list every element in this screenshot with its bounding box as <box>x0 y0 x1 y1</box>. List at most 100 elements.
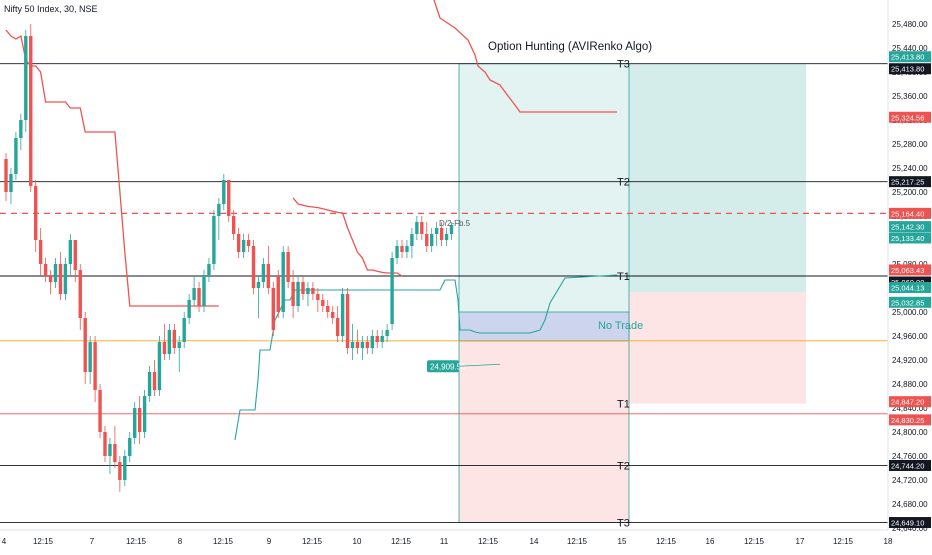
y-tick-label: 25,240.00 <box>892 164 928 173</box>
candle <box>430 234 434 246</box>
candle <box>68 240 73 264</box>
x-tick-label: 12:15 <box>567 537 588 546</box>
stop-zone-extended <box>629 292 806 404</box>
x-tick-label: 4 <box>2 537 7 546</box>
candle <box>281 252 285 312</box>
price-tag-text: 25,324.56 <box>891 113 924 122</box>
candle <box>133 408 137 438</box>
y-tick-label: 24,720.00 <box>892 476 928 485</box>
no-trade-label: No Trade <box>598 320 643 332</box>
x-tick-label: 12:15 <box>656 537 677 546</box>
price-tag-text: 25,063.43 <box>891 266 924 275</box>
candle <box>301 282 305 294</box>
candle <box>405 246 409 252</box>
y-tick-label: 24,920.00 <box>892 356 928 365</box>
candle <box>375 336 379 342</box>
price-tag-text: 25,413.80 <box>891 53 924 62</box>
candles-layer <box>4 24 454 492</box>
candle <box>232 216 236 234</box>
candle <box>340 294 345 336</box>
candle <box>420 222 424 234</box>
candle <box>449 225 454 234</box>
candle <box>241 240 246 252</box>
x-tick-label: 15 <box>618 537 627 546</box>
candle <box>261 264 266 282</box>
y-tick-label: 24,880.00 <box>892 380 928 389</box>
x-tick-label: 16 <box>706 537 715 546</box>
candle <box>24 36 28 120</box>
candle <box>73 240 77 270</box>
no-trade-zone <box>458 311 630 342</box>
price-tag <box>889 51 931 63</box>
candle <box>222 180 226 204</box>
candle <box>266 264 271 288</box>
candle <box>167 330 172 354</box>
x-tick-label: 12:15 <box>33 537 54 546</box>
price-tag-text: 25,164.40 <box>891 209 924 218</box>
candle <box>103 432 107 456</box>
candle <box>98 390 102 432</box>
candle <box>380 336 384 342</box>
candle <box>88 342 92 372</box>
candle <box>251 246 256 288</box>
candle <box>331 312 335 318</box>
red-band-line <box>5 29 219 307</box>
candle <box>360 342 365 348</box>
x-tick-label: 8 <box>178 537 183 546</box>
candle <box>202 276 206 306</box>
x-tick-label: 12:15 <box>391 537 412 546</box>
candle <box>345 294 350 348</box>
candle <box>321 300 325 306</box>
indicator-bands-layer <box>5 0 618 441</box>
price-tag-text: 25,142.30 <box>891 223 924 232</box>
price-tag-text: 24,649.10 <box>891 519 924 528</box>
candle <box>227 180 231 216</box>
x-tick-label: 12:15 <box>744 537 765 546</box>
price-tag <box>889 111 931 123</box>
x-tick-label: 18 <box>884 537 893 546</box>
price-tag <box>889 282 931 294</box>
y-tick-label: 25,480.00 <box>892 20 928 29</box>
candle <box>207 264 211 276</box>
candle <box>370 336 374 348</box>
candle <box>128 438 132 456</box>
candle <box>271 288 275 330</box>
x-tick-label: 11 <box>440 537 449 546</box>
y-tick-label: 25,360.00 <box>892 92 928 101</box>
candle <box>439 228 444 240</box>
candle <box>63 264 68 294</box>
candle <box>350 342 355 348</box>
y-tick-label: 24,800.00 <box>892 428 928 437</box>
callout-line <box>458 363 501 367</box>
candle <box>400 246 404 252</box>
level-lines-layer <box>0 63 888 523</box>
candle <box>93 342 97 390</box>
candle <box>34 186 38 240</box>
candle <box>316 294 320 300</box>
y-tick-label: 24,680.00 <box>892 500 928 509</box>
candle <box>212 216 216 264</box>
price-tag-text: 24,830.25 <box>891 416 924 425</box>
target-zone-extended <box>629 63 806 293</box>
candle <box>355 342 360 348</box>
y-tick-label: 24,760.00 <box>892 452 928 461</box>
candle <box>246 240 251 246</box>
candle <box>410 234 414 246</box>
x-tick-label: 9 <box>267 537 272 546</box>
y-tick-label: 24,960.00 <box>892 332 928 341</box>
price-tag <box>889 396 931 408</box>
labels-layer: Option Hunting (AVIRenko Algo) No Trade D/… <box>427 41 652 530</box>
candle <box>48 276 53 282</box>
candle <box>390 258 394 324</box>
candle <box>395 246 399 258</box>
price-tag <box>889 296 931 308</box>
x-axis: 4 12:15 7 12:15 8 12:15 9 12:15 10 12:15 11 12:15 14… <box>0 529 893 546</box>
price-tag <box>889 176 931 188</box>
price-tag-text: 25,044.13 <box>891 284 924 293</box>
candle <box>118 462 122 480</box>
fib-label: D/2-Fb.5 <box>439 219 471 228</box>
candle <box>177 342 181 348</box>
x-tick-label: 17 <box>796 537 805 546</box>
